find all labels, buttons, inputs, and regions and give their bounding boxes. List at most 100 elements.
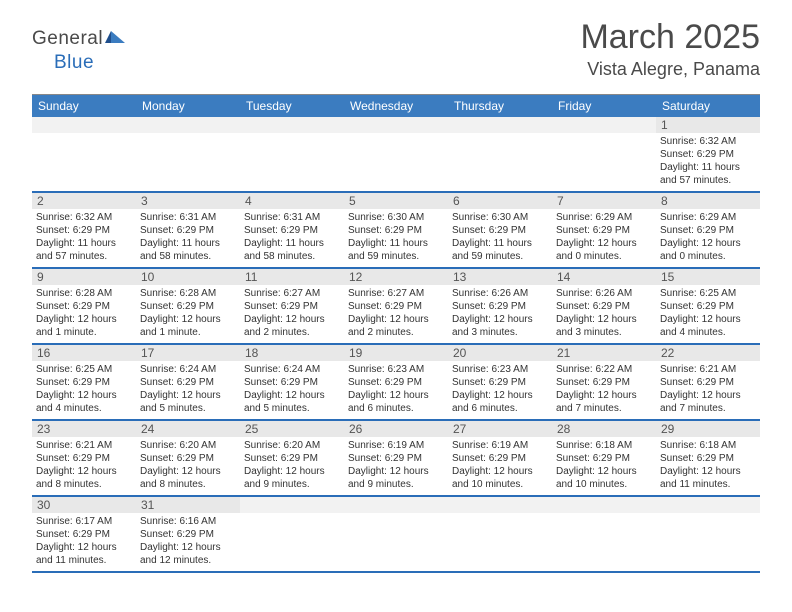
sunset-text: Sunset: 6:29 PM [556,224,652,237]
day-number [240,497,344,513]
sunrise-text: Sunrise: 6:31 AM [140,211,236,224]
sunset-text: Sunset: 6:29 PM [140,452,236,465]
day-cell: 6Sunrise: 6:30 AMSunset: 6:29 PMDaylight… [448,193,552,267]
sunrise-text: Sunrise: 6:22 AM [556,363,652,376]
day-number: 8 [656,193,760,209]
sunrise-text: Sunrise: 6:30 AM [452,211,548,224]
day-body: Sunrise: 6:27 AMSunset: 6:29 PMDaylight:… [344,285,448,343]
day-cell: 28Sunrise: 6:18 AMSunset: 6:29 PMDayligh… [552,421,656,495]
day-number: 28 [552,421,656,437]
sunrise-text: Sunrise: 6:24 AM [140,363,236,376]
daylight-text: Daylight: 12 hours and 0 minutes. [556,237,652,263]
daylight-text: Daylight: 12 hours and 11 minutes. [660,465,756,491]
daylight-text: Daylight: 11 hours and 58 minutes. [244,237,340,263]
sunrise-text: Sunrise: 6:29 AM [556,211,652,224]
day-body [240,133,344,187]
day-cell: 26Sunrise: 6:19 AMSunset: 6:29 PMDayligh… [344,421,448,495]
day-cell [344,497,448,571]
day-cell: 9Sunrise: 6:28 AMSunset: 6:29 PMDaylight… [32,269,136,343]
daylight-text: Daylight: 12 hours and 3 minutes. [556,313,652,339]
day-body: Sunrise: 6:31 AMSunset: 6:29 PMDaylight:… [136,209,240,267]
day-cell: 23Sunrise: 6:21 AMSunset: 6:29 PMDayligh… [32,421,136,495]
sunset-text: Sunset: 6:29 PM [244,224,340,237]
title-block: March 2025 Vista Alegre, Panama [580,18,760,80]
logo-text-blue-wrap: Blue [54,52,94,74]
day-cell: 3Sunrise: 6:31 AMSunset: 6:29 PMDaylight… [136,193,240,267]
week-row: 23Sunrise: 6:21 AMSunset: 6:29 PMDayligh… [32,421,760,497]
daylight-text: Daylight: 12 hours and 4 minutes. [660,313,756,339]
sunrise-text: Sunrise: 6:19 AM [348,439,444,452]
day-body: Sunrise: 6:20 AMSunset: 6:29 PMDaylight:… [136,437,240,495]
day-body: Sunrise: 6:25 AMSunset: 6:29 PMDaylight:… [32,361,136,419]
day-number [448,117,552,133]
sunset-text: Sunset: 6:29 PM [556,452,652,465]
day-cell: 29Sunrise: 6:18 AMSunset: 6:29 PMDayligh… [656,421,760,495]
sunset-text: Sunset: 6:29 PM [348,224,444,237]
sunset-text: Sunset: 6:29 PM [244,300,340,313]
day-number: 19 [344,345,448,361]
day-body: Sunrise: 6:24 AMSunset: 6:29 PMDaylight:… [240,361,344,419]
day-number [32,117,136,133]
dow-mon: Monday [136,95,240,117]
day-number [240,117,344,133]
daylight-text: Daylight: 12 hours and 4 minutes. [36,389,132,415]
daylight-text: Daylight: 12 hours and 10 minutes. [556,465,652,491]
day-number: 16 [32,345,136,361]
dow-sun: Sunday [32,95,136,117]
day-cell: 11Sunrise: 6:27 AMSunset: 6:29 PMDayligh… [240,269,344,343]
day-body: Sunrise: 6:18 AMSunset: 6:29 PMDaylight:… [552,437,656,495]
day-body [32,133,136,187]
day-number: 3 [136,193,240,209]
day-number: 29 [656,421,760,437]
sunset-text: Sunset: 6:29 PM [556,300,652,313]
daylight-text: Daylight: 12 hours and 7 minutes. [660,389,756,415]
location: Vista Alegre, Panama [580,59,760,80]
day-cell: 13Sunrise: 6:26 AMSunset: 6:29 PMDayligh… [448,269,552,343]
day-body: Sunrise: 6:29 AMSunset: 6:29 PMDaylight:… [552,209,656,267]
sunrise-text: Sunrise: 6:27 AM [348,287,444,300]
daylight-text: Daylight: 12 hours and 8 minutes. [36,465,132,491]
day-body [136,133,240,187]
daylight-text: Daylight: 12 hours and 9 minutes. [348,465,444,491]
day-cell: 24Sunrise: 6:20 AMSunset: 6:29 PMDayligh… [136,421,240,495]
day-body: Sunrise: 6:19 AMSunset: 6:29 PMDaylight:… [344,437,448,495]
day-body: Sunrise: 6:24 AMSunset: 6:29 PMDaylight:… [136,361,240,419]
sunrise-text: Sunrise: 6:18 AM [556,439,652,452]
day-number [344,117,448,133]
logo-text-general: General [32,28,103,50]
daylight-text: Daylight: 12 hours and 6 minutes. [452,389,548,415]
daylight-text: Daylight: 11 hours and 59 minutes. [348,237,444,263]
day-cell: 4Sunrise: 6:31 AMSunset: 6:29 PMDaylight… [240,193,344,267]
sunset-text: Sunset: 6:29 PM [660,376,756,389]
day-body: Sunrise: 6:27 AMSunset: 6:29 PMDaylight:… [240,285,344,343]
daylight-text: Daylight: 11 hours and 58 minutes. [140,237,236,263]
sunrise-text: Sunrise: 6:28 AM [36,287,132,300]
day-body: Sunrise: 6:21 AMSunset: 6:29 PMDaylight:… [656,361,760,419]
sunset-text: Sunset: 6:29 PM [556,376,652,389]
sunset-text: Sunset: 6:29 PM [140,376,236,389]
week-row: 9Sunrise: 6:28 AMSunset: 6:29 PMDaylight… [32,269,760,345]
day-body: Sunrise: 6:28 AMSunset: 6:29 PMDaylight:… [136,285,240,343]
day-number: 9 [32,269,136,285]
day-number: 5 [344,193,448,209]
day-number: 25 [240,421,344,437]
day-body: Sunrise: 6:28 AMSunset: 6:29 PMDaylight:… [32,285,136,343]
sunset-text: Sunset: 6:29 PM [140,528,236,541]
day-number: 2 [32,193,136,209]
daylight-text: Daylight: 11 hours and 57 minutes. [36,237,132,263]
day-number [552,497,656,513]
day-body: Sunrise: 6:32 AMSunset: 6:29 PMDaylight:… [656,133,760,191]
month-title: March 2025 [580,18,760,57]
weeks-container: 1Sunrise: 6:32 AMSunset: 6:29 PMDaylight… [32,117,760,573]
day-body [448,133,552,187]
day-number: 14 [552,269,656,285]
day-number: 4 [240,193,344,209]
day-number [448,497,552,513]
day-number [656,497,760,513]
sunrise-text: Sunrise: 6:28 AM [140,287,236,300]
sunset-text: Sunset: 6:29 PM [452,376,548,389]
day-cell: 1Sunrise: 6:32 AMSunset: 6:29 PMDaylight… [656,117,760,191]
sunset-text: Sunset: 6:29 PM [660,148,756,161]
flag-icon [105,29,127,50]
logo-text-blue: Blue [54,52,94,73]
